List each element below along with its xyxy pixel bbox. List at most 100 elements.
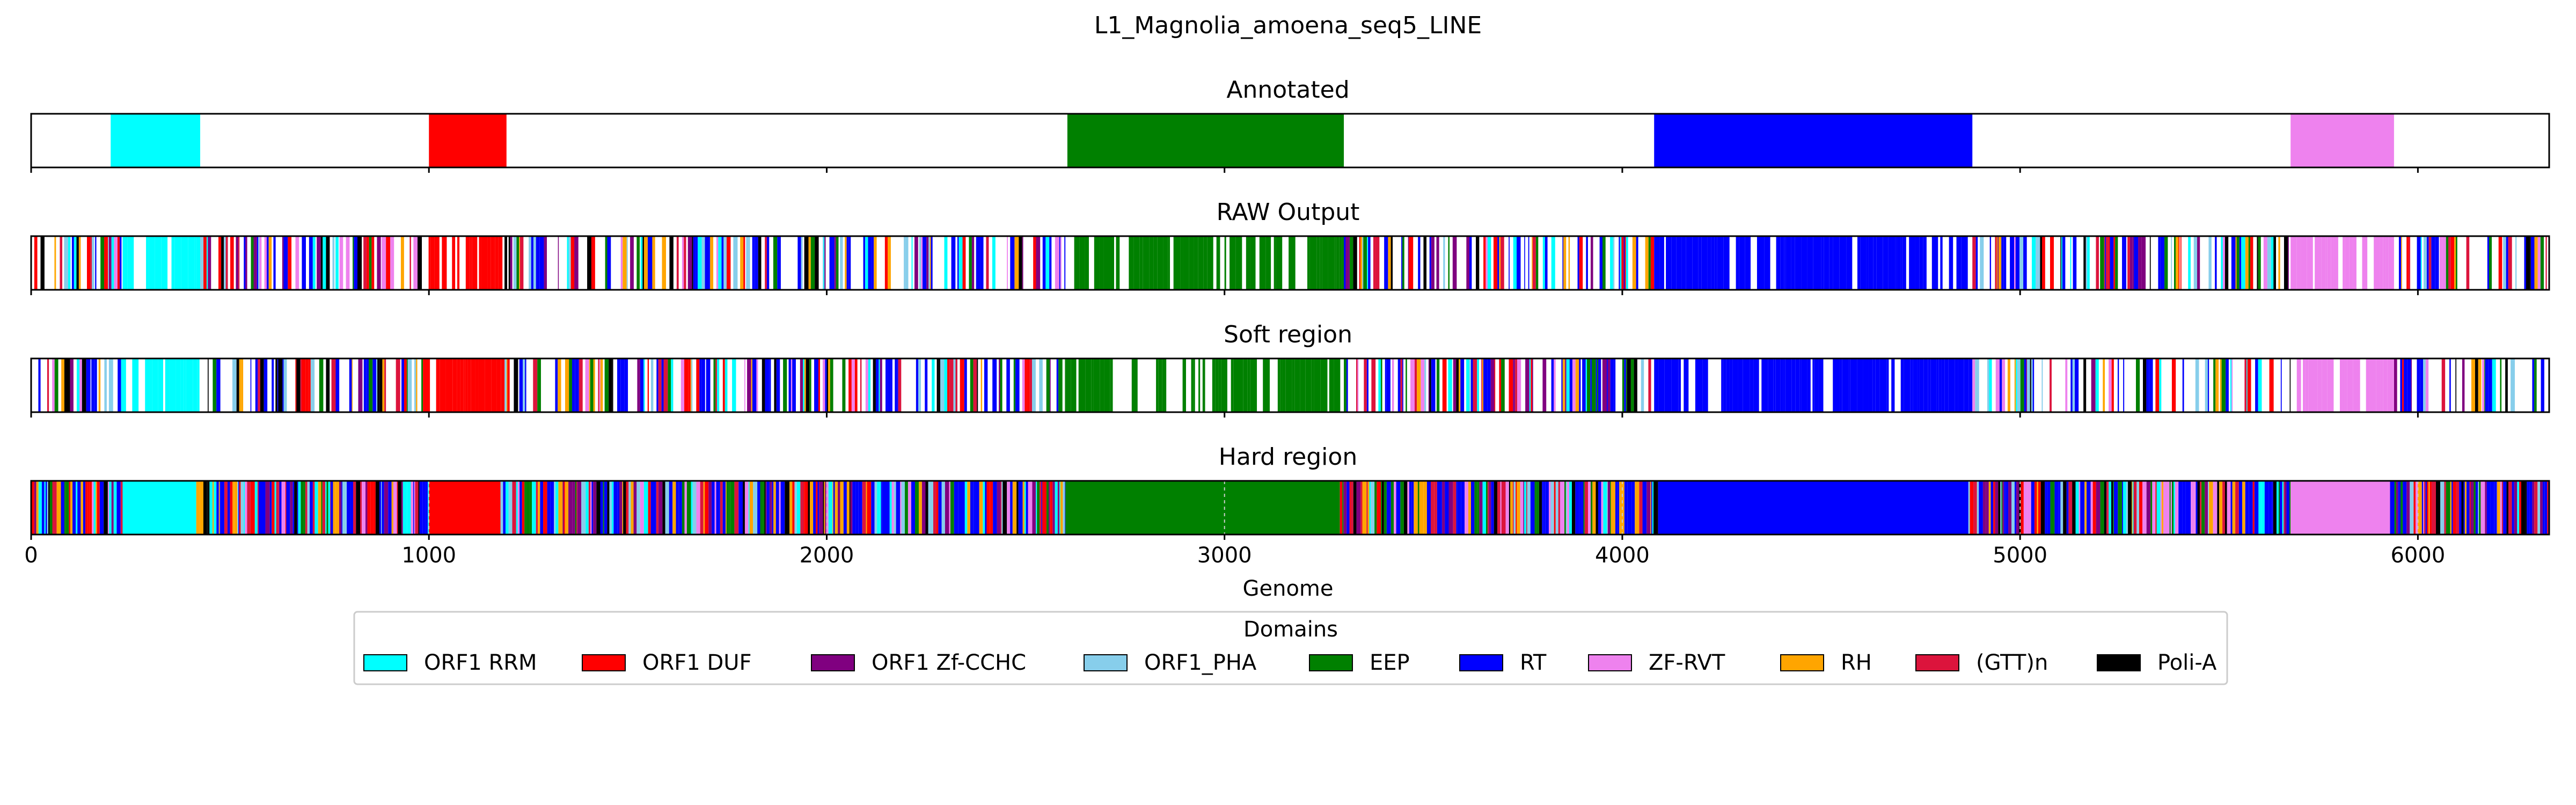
mixed-stripe [82, 358, 86, 412]
mixed-stripe [2038, 481, 2041, 535]
mixed-stripe [1349, 236, 1353, 290]
mixed-stripe [955, 358, 957, 412]
mixed-stripe [1497, 236, 1499, 290]
mixed-stripe [863, 236, 866, 290]
mixed-stripe [47, 358, 49, 412]
mixed-stripe [957, 236, 959, 290]
mixed-stripe [854, 358, 858, 412]
mixed-stripe [642, 236, 644, 290]
mixed-stripe [1048, 481, 1050, 535]
domain-bar-zf-rvt [2366, 358, 2370, 412]
mixed-stripe [1513, 481, 1516, 535]
mixed-stripe [568, 236, 571, 290]
domain-bar-eep [1243, 358, 1248, 412]
mixed-stripe [2142, 358, 2147, 412]
mixed-stripe [339, 236, 343, 290]
mixed-stripe [945, 481, 949, 535]
track-bars [38, 358, 2544, 412]
domain-bar-rt [1807, 236, 1813, 290]
mixed-stripe [1641, 358, 1644, 412]
x-tick-label: 3000 [1197, 543, 1252, 568]
track-hard-region: Hard region [30, 443, 2550, 540]
mixed-stripe [503, 481, 506, 535]
mixed-stripe [1529, 358, 1531, 412]
mixed-stripe [626, 481, 627, 535]
mixed-stripe [970, 358, 974, 412]
mixed-stripe [1615, 481, 1618, 535]
mixed-stripe [829, 236, 832, 290]
mixed-stripe [2508, 481, 2512, 535]
domain-bar-rt [1736, 236, 1739, 290]
mixed-stripe [2480, 481, 2485, 535]
mixed-stripe [1064, 236, 1066, 290]
mixed-stripe [1429, 236, 1431, 290]
domain-bar-rt [1795, 358, 1800, 412]
mixed-stripe [846, 481, 850, 535]
mixed-stripe [120, 236, 122, 290]
mixed-stripe [619, 481, 623, 535]
mixed-stripe [705, 481, 709, 535]
mixed-stripe [609, 358, 612, 412]
domain-bar-orf1-duf [460, 358, 464, 412]
legend-label: ORF1 Zf-CCHC [872, 650, 1026, 675]
domain-bar-eep [1246, 236, 1251, 290]
mixed-stripe [716, 481, 719, 535]
mixed-stripe [803, 481, 805, 535]
mixed-stripe [1500, 481, 1502, 535]
domain-bar-eep [1103, 236, 1110, 290]
domain-bar-rt [1821, 236, 1824, 290]
mixed-stripe [2501, 481, 2504, 535]
mixed-stripe [2473, 481, 2476, 535]
mixed-stripe [710, 236, 714, 290]
mixed-stripe [2420, 358, 2424, 412]
mixed-stripe [273, 358, 274, 412]
mixed-stripe [2107, 481, 2109, 535]
mixed-stripe [530, 481, 532, 535]
mixed-stripe [951, 236, 956, 290]
mixed-stripe [2031, 236, 2036, 290]
domain-bar-rt [1886, 358, 1889, 412]
domain-bar-zf-rvt [2305, 358, 2309, 412]
mixed-stripe [626, 236, 628, 290]
mixed-stripe [113, 481, 117, 535]
mixed-stripe [828, 358, 830, 412]
domain-bar-eep [1309, 236, 1317, 290]
mixed-stripe [709, 236, 711, 290]
mixed-stripe [2188, 236, 2191, 290]
mixed-stripe [684, 481, 687, 535]
domain-bar-rt [1701, 236, 1708, 290]
mixed-stripe [2002, 358, 2006, 412]
domain-bar-rt [1702, 358, 1708, 412]
mixed-stripe [1362, 236, 1364, 290]
mixed-stripe [1024, 358, 1027, 412]
mixed-stripe [605, 236, 608, 290]
mixed-stripe [1626, 236, 1628, 290]
track-title: Annotated [1226, 76, 1349, 104]
mixed-stripe [648, 236, 649, 290]
mixed-stripe [915, 481, 919, 535]
domain-bar-eep [1143, 236, 1150, 290]
mixed-stripe [203, 236, 207, 290]
mixed-stripe [2264, 481, 2269, 535]
mixed-stripe [269, 481, 272, 535]
mixed-stripe [896, 481, 901, 535]
domain-bar-rt [1738, 358, 1743, 412]
mixed-stripe [1487, 481, 1489, 535]
mixed-stripe [643, 358, 645, 412]
mixed-stripe [1499, 236, 1501, 290]
mixed-stripe [264, 236, 267, 290]
mixed-stripe [2100, 481, 2104, 535]
mixed-stripe [296, 358, 301, 412]
mixed-stripe [911, 481, 916, 535]
domain-bar-rt [1654, 114, 1973, 167]
mixed-stripe [2401, 236, 2402, 290]
mixed-stripe [2435, 236, 2439, 290]
domain-bar-orf1-rrm [181, 236, 188, 290]
mixed-stripe [1042, 481, 1046, 535]
mixed-stripe [421, 358, 423, 412]
legend-swatch [1915, 654, 1959, 671]
mixed-stripe [2402, 358, 2404, 412]
mixed-stripe [555, 481, 559, 535]
domain-bar-rt [1919, 236, 1923, 290]
domain-bar-eep [1131, 358, 1138, 412]
